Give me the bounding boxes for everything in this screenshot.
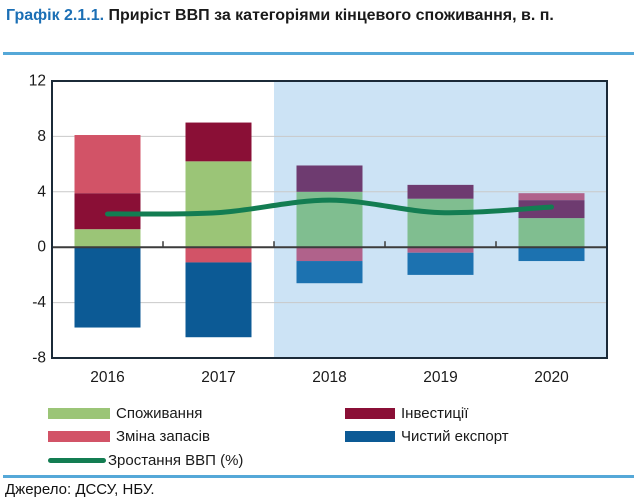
bar-segment	[407, 184, 474, 199]
bar-segment	[296, 247, 363, 262]
bar-segment	[185, 122, 252, 162]
bar-segment	[74, 229, 141, 248]
bar-segment	[296, 261, 363, 284]
bar-segment	[518, 218, 585, 248]
y-axis-label: 4	[37, 183, 46, 200]
legend-item-consumption: Споживання	[48, 404, 203, 422]
chart-number: Графік 2.1.1.	[6, 7, 105, 24]
legend-item-net-exports: Чистий експорт	[345, 427, 509, 445]
chart-title-text: Приріст ВВП за категоріями кінцевого спо…	[108, 7, 554, 24]
x-axis-label: 2016	[90, 369, 124, 386]
bar-segment	[185, 262, 252, 338]
x-axis-label: 2018	[312, 369, 346, 386]
bar-segment	[518, 247, 585, 262]
bar-segment	[407, 252, 474, 275]
chart-title: Графік 2.1.1. Приріст ВВП за категоріями…	[6, 4, 632, 27]
legend-label: Зростання ВВП (%)	[108, 451, 244, 469]
net-exports-swatch-icon	[345, 430, 395, 442]
source-note: Джерело: ДССУ, НБУ.	[5, 481, 155, 498]
bar-segment	[407, 198, 474, 248]
legend-item-inventories: Зміна запасів	[48, 427, 210, 445]
plot-border	[51, 80, 608, 359]
title-divider	[3, 52, 634, 55]
x-axis-label: 2019	[423, 369, 457, 386]
bar-segment	[296, 165, 363, 192]
legend-label: Чистий експорт	[401, 427, 509, 445]
legend-label: Зміна запасів	[116, 427, 210, 445]
bar-segment	[185, 161, 252, 248]
inventories-swatch-icon	[48, 430, 110, 442]
y-axis-label: -4	[32, 294, 46, 311]
bar-segment	[74, 193, 141, 230]
footer-divider	[3, 475, 634, 478]
legend-label: Інвестиції	[401, 404, 469, 422]
y-axis-label: 0	[37, 239, 46, 256]
legend-label: Споживання	[116, 404, 203, 422]
investment-swatch-icon	[345, 407, 395, 419]
y-axis-label: 12	[29, 73, 46, 90]
gdp-line-swatch-icon	[48, 457, 106, 463]
bar-segment	[407, 247, 474, 253]
consumption-swatch-icon	[48, 407, 110, 419]
legend-item-gdp-growth: Зростання ВВП (%)	[48, 451, 244, 469]
gdp-growth-line	[105, 197, 554, 217]
x-axis-label: 2020	[534, 369, 569, 386]
y-axis-label: 8	[37, 128, 46, 145]
x-axis-label: 2017	[201, 369, 235, 386]
bar-segment	[74, 135, 141, 194]
legend-item-investment: Інвестиції	[345, 404, 469, 422]
y-axis-label: -8	[32, 350, 46, 367]
bar-segment	[185, 247, 252, 263]
bar-segment	[74, 247, 141, 328]
bar-segment	[518, 193, 585, 201]
